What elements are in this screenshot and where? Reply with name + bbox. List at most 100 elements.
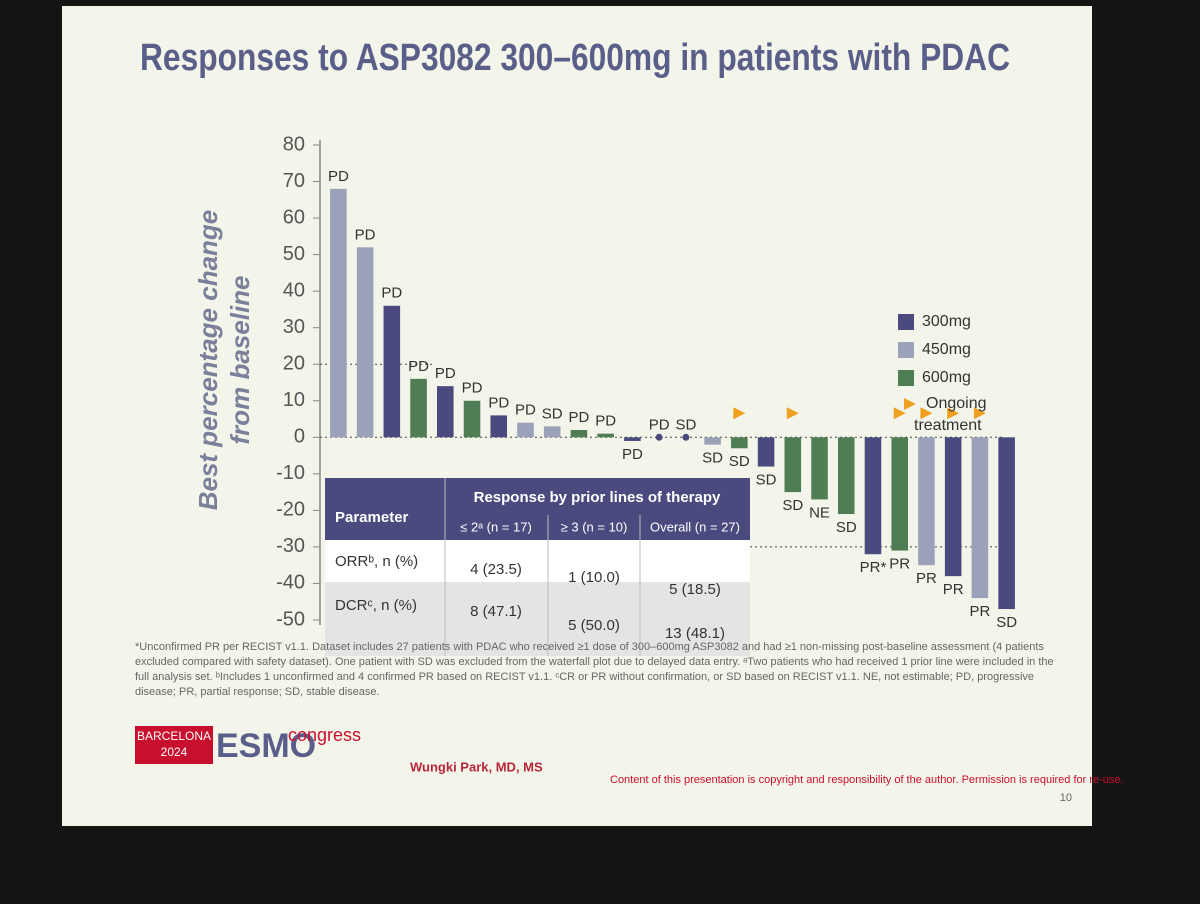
bar-zero xyxy=(655,433,663,441)
response-label: SD xyxy=(782,497,803,514)
response-label: SD xyxy=(836,519,857,536)
y-tick-label: 50 xyxy=(283,243,305,265)
response-label: SD xyxy=(542,405,563,422)
bar xyxy=(356,247,374,438)
bar xyxy=(330,188,347,438)
bar xyxy=(811,437,828,500)
response-label: SD xyxy=(675,416,696,433)
response-label: PD xyxy=(408,358,429,375)
table-cell: 1 (10.0) xyxy=(568,569,620,586)
bar xyxy=(410,378,427,438)
legend-swatch xyxy=(898,342,914,358)
table-cell: 5 (18.5) xyxy=(669,581,721,598)
bar xyxy=(624,437,641,441)
bar xyxy=(891,437,908,551)
y-tick-label: 40 xyxy=(283,279,305,301)
legend-swatch xyxy=(898,314,914,330)
ongoing-marker xyxy=(733,407,746,420)
bar xyxy=(490,415,508,438)
response-label: SD xyxy=(996,614,1017,631)
table: Parameter Response by prior lines of the… xyxy=(325,478,750,656)
response-label: PD xyxy=(381,285,402,302)
logo-year: 2024 xyxy=(161,745,188,759)
bar xyxy=(517,422,534,438)
ongoing-marker xyxy=(893,407,906,420)
response-label: PR xyxy=(943,581,964,598)
bar xyxy=(731,437,748,449)
table-cell: DCRᶜ, n (%) xyxy=(335,597,417,614)
y-tick-label: 10 xyxy=(283,389,305,411)
y-tick-label: -30 xyxy=(276,535,305,557)
bar xyxy=(463,400,481,438)
page-number: 10 xyxy=(1060,792,1072,804)
logo-city: BARCELONA xyxy=(137,729,211,743)
response-label: NE xyxy=(809,504,830,521)
y-tick-label: -10 xyxy=(276,462,305,484)
y-axis-label: Best percentage change xyxy=(193,210,223,511)
y-tick-label: 70 xyxy=(283,170,305,192)
response-label: PD xyxy=(355,226,376,243)
bar-zero xyxy=(682,433,690,441)
table-cell: 5 (50.0) xyxy=(568,617,620,634)
footnote: *Unconfirmed PR per RECIST v1.1. Dataset… xyxy=(135,641,1054,698)
bar xyxy=(437,386,454,438)
response-label: SD xyxy=(756,472,777,489)
legend-swatch xyxy=(898,370,914,386)
bar xyxy=(704,437,721,445)
response-label: SD xyxy=(729,453,750,470)
response-label: PD xyxy=(515,402,536,419)
bar xyxy=(597,433,614,438)
y-axis-label: from baseline xyxy=(225,275,255,444)
table-header-cell: Parameter xyxy=(335,509,409,526)
table-cell: 13 (48.1) xyxy=(665,625,725,642)
legend-label: 600mg xyxy=(922,369,971,386)
response-label: PR xyxy=(969,603,990,620)
response-label: PD xyxy=(622,446,643,463)
bar xyxy=(757,437,775,467)
chart-title: Responses to ASP3082 300–600mg in patien… xyxy=(140,37,1010,79)
logo-word: congress xyxy=(288,725,361,745)
bar xyxy=(837,437,855,515)
response-label: PD xyxy=(462,380,483,397)
bar xyxy=(570,430,588,438)
y-tick-label: 80 xyxy=(283,133,305,155)
response-label: PD xyxy=(488,394,509,411)
bar xyxy=(383,305,401,438)
ongoing-marker xyxy=(973,407,986,420)
y-tick-label: 0 xyxy=(294,426,305,448)
table-cell: 8 (47.1) xyxy=(470,603,522,620)
table-header-cell: ≤ 2ᵃ (n = 17) xyxy=(460,519,532,534)
legend-label: 300mg xyxy=(922,313,971,330)
y-tick-label: 60 xyxy=(283,206,305,228)
y-tick-label: -20 xyxy=(276,499,305,521)
response-label: PD xyxy=(328,168,349,185)
author: Wungki Park, MD, MS xyxy=(410,759,543,774)
logo-brand: ESMO xyxy=(216,727,316,765)
response-label: PR xyxy=(889,556,910,573)
bar xyxy=(543,426,561,438)
table-header-cell: Response by prior lines of therapy xyxy=(474,489,721,506)
bar xyxy=(944,437,962,577)
y-tick-label: -40 xyxy=(276,572,305,594)
response-label: PR xyxy=(916,570,937,587)
response-label: PD xyxy=(569,409,590,426)
ongoing-marker xyxy=(920,407,933,420)
bar xyxy=(918,437,935,566)
response-label: SD xyxy=(702,450,723,467)
ongoing-marker xyxy=(947,407,960,420)
bar xyxy=(971,437,989,599)
copyright: Content of this presentation is copyrigh… xyxy=(610,774,1124,786)
response-label: PD xyxy=(649,416,670,433)
ongoing-marker xyxy=(786,407,799,420)
table-header xyxy=(325,478,750,540)
y-tick-label: -50 xyxy=(276,608,305,630)
response-label: PR* xyxy=(860,559,887,576)
table-header-cell: ≥ 3 (n = 10) xyxy=(561,519,628,534)
logo-box xyxy=(135,726,213,764)
legend-label: 450mg xyxy=(922,341,971,358)
table-cell: 4 (23.5) xyxy=(470,561,522,578)
y-tick-label: 20 xyxy=(283,353,305,375)
y-tick-label: 30 xyxy=(283,316,305,338)
